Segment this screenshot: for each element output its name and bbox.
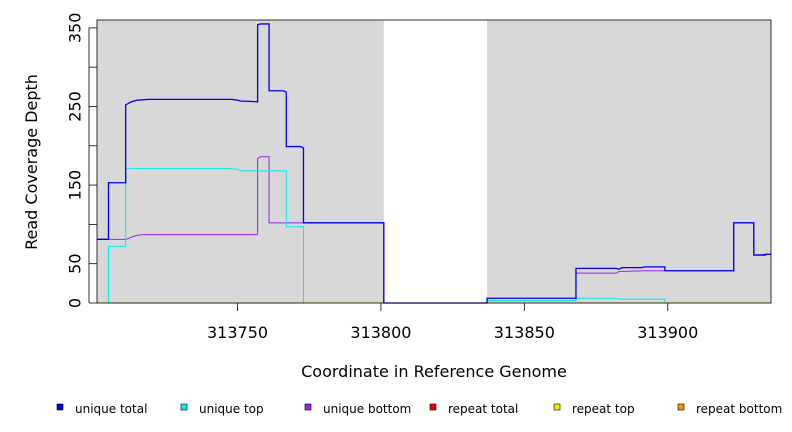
legend-swatch-unique-total: [56, 403, 64, 411]
x-tick-label: 313900: [637, 323, 698, 342]
plot-background: [97, 20, 771, 303]
legend-swatch-repeat-top: [553, 403, 561, 411]
legend-label-unique-total: unique total: [75, 402, 147, 416]
legend-swatch-repeat-total: [429, 403, 437, 411]
legend-label-repeat-total: repeat total: [448, 402, 518, 416]
x-tick-label: 313750: [207, 323, 268, 342]
plot-frame: [96, 19, 772, 304]
x-tick-label: 313850: [494, 323, 555, 342]
legend-swatch-repeat-bottom: [677, 403, 685, 411]
legend-swatch-unique-bottom: [304, 403, 312, 411]
legend-swatch-unique-top: [180, 403, 188, 411]
y-tick-label: 150: [66, 170, 85, 201]
y-axis-title: Read Coverage Depth: [22, 74, 41, 250]
x-tick-label: 313800: [350, 323, 411, 342]
x-axis-title: Coordinate in Reference Genome: [301, 362, 567, 381]
x-axis: 313750 313800 313850 313900: [207, 303, 698, 342]
legend-label-repeat-top: repeat top: [572, 402, 635, 416]
legend-label-repeat-bottom: repeat bottom: [696, 402, 782, 416]
y-tick-label: 350: [66, 13, 85, 44]
uncovered-region-0: [383, 20, 488, 303]
series-unique-total: [97, 23, 771, 304]
y-tick-label: 50: [66, 254, 85, 274]
y-axis: 0 50 150 250 350: [66, 13, 97, 308]
legend-label-unique-top: unique top: [199, 402, 264, 416]
legend: unique total unique top unique bottom repea…: [56, 402, 782, 416]
y-tick-label: 0: [66, 298, 85, 308]
legend-label-unique-bottom: unique bottom: [323, 402, 411, 416]
y-tick-label: 250: [66, 91, 85, 122]
series-unique-top: [97, 168, 771, 304]
